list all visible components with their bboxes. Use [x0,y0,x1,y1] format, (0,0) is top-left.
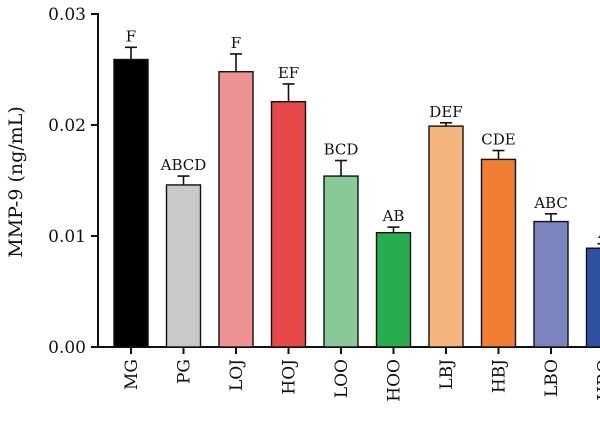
x-tick-label: HBO [595,359,600,401]
significance-label: EF [278,64,299,82]
bar-hoo [377,233,411,347]
y-axis: 0.00 0.01 0.02 0.03 [48,5,98,358]
y-tick-label: 0.00 [48,338,86,358]
x-tick-label: LOJ [227,359,247,391]
y-axis-title: MMP-9 (ng/mL) [5,106,27,257]
bar-lbo [534,222,568,347]
bar-hoj [272,102,306,347]
x-tick-labels: MG PG LOJ HOJ LOO HOO LBJ HBJ LBO HBO [122,359,600,402]
significance-label: F [231,34,241,52]
x-tick-label: HOJ [280,359,300,395]
significance-label: BCD [324,141,359,159]
y-tick-label: 0.01 [48,227,86,247]
bar-hbo [587,248,600,347]
y-tick-label: 0.03 [48,5,86,25]
bar-loj [219,72,253,347]
x-tick-label: HOO [385,359,405,402]
significance-label: ABC [533,194,568,212]
significance-label: CDE [481,131,515,149]
bar-pg [167,185,201,347]
x-tick-label: PG [175,359,195,384]
bars [114,60,600,347]
x-tick-label: LBJ [437,359,457,390]
x-axis [97,347,600,354]
x-tick-label: LOO [332,359,352,398]
y-tick-label: 0.02 [48,116,86,136]
x-tick-label: MG [122,359,142,390]
significance-label: AB [382,207,405,225]
x-tick-label: HBJ [490,359,510,393]
bar-mg [114,60,148,347]
significance-label: F [126,27,136,45]
bar-hbj [482,159,516,347]
bar-loo [324,176,358,347]
x-tick-label: LBO [542,359,562,397]
significance-label: ABCD [160,156,207,174]
significance-label: DEF [429,103,462,121]
bar-lbj [429,126,463,347]
